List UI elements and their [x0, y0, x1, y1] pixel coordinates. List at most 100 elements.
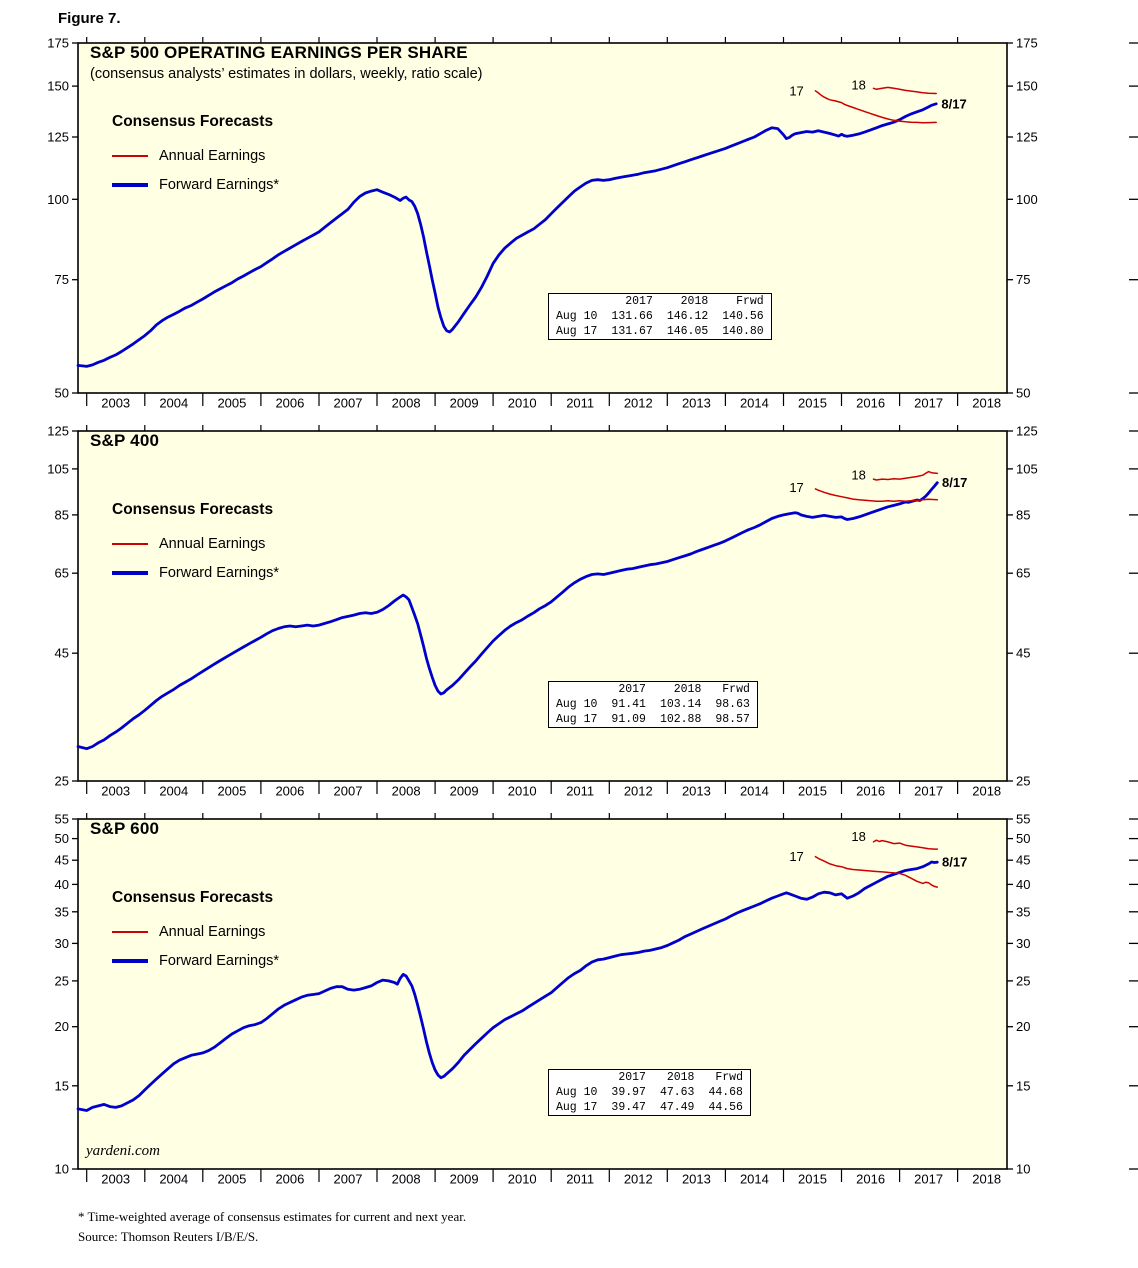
cell: 146.12	[666, 310, 709, 323]
x-tick-label: 2005	[217, 396, 246, 411]
x-tick-label: 2018	[972, 784, 1001, 799]
x-tick-label: 2008	[392, 396, 421, 411]
x-tick-label: 2008	[392, 1172, 421, 1187]
line-label-817: 8/17	[942, 855, 967, 870]
cell: 131.66	[611, 310, 653, 323]
y-tick-label-right: 40	[1016, 877, 1030, 892]
forward-earnings-line	[76, 860, 939, 1112]
y-tick-label-left: 25	[55, 774, 69, 789]
col-header: 2017	[625, 295, 653, 308]
y-tick-label-left: 45	[55, 853, 69, 868]
x-tick-label: 2008	[392, 784, 421, 799]
footnote-timeweighted: * Time-weighted average of consensus est…	[78, 1209, 467, 1224]
line-label-17: 17	[789, 849, 803, 864]
x-tick-label: 2009	[450, 396, 479, 411]
line-label-18: 18	[851, 468, 865, 483]
col-header: 2018	[673, 683, 702, 696]
col-header: Frwd	[736, 295, 764, 308]
table-header-row: 2017 2018 Frwd	[549, 1070, 751, 1086]
table-row: Aug 10 91.41 103.14 98.63	[549, 697, 758, 712]
sp400-chart: 25 25 45 45 65 65 85 85 105 105 125 125 2003 2004 2005…	[47, 424, 1138, 799]
x-tick-label: 2012	[624, 784, 653, 799]
x-tick-label: 2010	[508, 396, 537, 411]
x-tick-label: 2003	[101, 784, 130, 799]
line-label-17: 17	[789, 480, 803, 495]
row-label: Aug 17	[556, 1101, 598, 1114]
cell: 98.63	[715, 698, 750, 711]
footnote-source: Source: Thomson Reuters I/B/E/S.	[78, 1228, 259, 1244]
y-tick-label-left: 45	[55, 646, 69, 661]
cell: 140.80	[722, 325, 764, 338]
x-tick-label: 2012	[624, 396, 653, 411]
x-tick-label: 2012	[624, 1172, 653, 1187]
footnotes: * Time-weighted average of consensus est…	[78, 1207, 1138, 1246]
y-tick-label-left: 125	[47, 424, 69, 439]
table-row: Aug 17 91.09 102.88 98.57	[549, 712, 758, 728]
y-tick-label-right: 55	[1016, 812, 1030, 827]
table-header-row: 2017 2018 Frwd	[549, 294, 772, 310]
y-tick-label-left: 75	[55, 272, 69, 287]
row-label: Aug 10	[556, 1086, 598, 1099]
y-tick-label-left: 25	[55, 973, 69, 988]
annual-2017-line	[814, 90, 937, 124]
plot-border	[77, 42, 1008, 394]
x-tick-label: 2007	[334, 396, 363, 411]
y-tick-label-right: 50	[1016, 386, 1030, 401]
x-tick-label: 2017	[914, 784, 943, 799]
x-tick-label: 2003	[101, 396, 130, 411]
x-tick-label: 2004	[159, 784, 188, 799]
x-tick-label: 2014	[740, 784, 769, 799]
plot-area	[78, 43, 1007, 393]
estimates-table: 2017 2018 Frwd Aug 10 39.97 47.63 44.68 …	[548, 1069, 751, 1116]
y-tick-label-right: 75	[1016, 272, 1030, 287]
y-tick-label-right: 35	[1016, 904, 1030, 919]
y-tick-label-right: 20	[1016, 1019, 1030, 1034]
annual-2018-line	[872, 470, 939, 481]
y-tick-label-left: 100	[47, 192, 69, 207]
x-tick-label: 2011	[566, 784, 594, 799]
cell: 91.09	[611, 713, 646, 726]
x-tick-label: 2005	[217, 1172, 246, 1187]
y-tick-label-right: 25	[1016, 973, 1030, 988]
y-tick-label-left: 15	[55, 1078, 69, 1093]
line-label-18: 18	[851, 78, 865, 93]
x-tick-label: 2013	[682, 396, 711, 411]
cell: 47.63	[659, 1086, 695, 1099]
x-tick-label: 2007	[334, 784, 363, 799]
x-tick-label: 2004	[159, 1172, 188, 1187]
table-row: Aug 10 131.66 146.12 140.56	[549, 309, 772, 324]
row-label: Aug 17	[556, 713, 598, 726]
y-tick-label-left: 20	[55, 1019, 69, 1034]
x-tick-label: 2018	[972, 1172, 1001, 1187]
x-tick-label: 2015	[798, 1172, 827, 1187]
y-tick-label-right: 15	[1016, 1078, 1030, 1093]
yardeni-watermark: yardeni.com	[86, 1143, 161, 1159]
x-tick-label: 2016	[856, 396, 885, 411]
plot-area	[78, 819, 1007, 1169]
sp600-chart: 10 10 15 15 20 20 25 25 30 30 35 35 40 40 45 45 50 50 55 55…	[55, 812, 1138, 1187]
y-tick-label-right: 25	[1016, 774, 1030, 789]
table-row: Aug 17 131.67 146.05 140.80	[549, 324, 772, 340]
x-tick-label: 2011	[566, 1172, 594, 1187]
annual-2018-line	[872, 86, 937, 95]
estimates-table: 2017 2018 Frwd Aug 10 91.41 103.14 98.63…	[548, 681, 758, 728]
y-tick-label-left: 40	[55, 877, 69, 892]
cell: 39.97	[611, 1086, 646, 1099]
x-tick-label: 2010	[508, 784, 537, 799]
col-header: 2017	[618, 1071, 646, 1084]
table-corner	[549, 682, 605, 698]
y-tick-label-right: 50	[1016, 831, 1030, 846]
x-tick-label: 2011	[566, 396, 594, 411]
table-row: Aug 10 39.97 47.63 44.68	[549, 1085, 751, 1100]
y-tick-label-right: 45	[1016, 646, 1030, 661]
x-tick-label: 2014	[740, 1172, 769, 1187]
cell: 44.56	[708, 1101, 743, 1114]
annual-2017-line	[814, 855, 939, 888]
cell: 44.68	[708, 1086, 743, 1099]
y-tick-label-left: 105	[47, 461, 69, 476]
x-tick-label: 2009	[450, 1172, 479, 1187]
cell: 102.88	[659, 713, 702, 726]
annual-2018-line	[872, 839, 939, 850]
col-header: 2018	[666, 1071, 695, 1084]
